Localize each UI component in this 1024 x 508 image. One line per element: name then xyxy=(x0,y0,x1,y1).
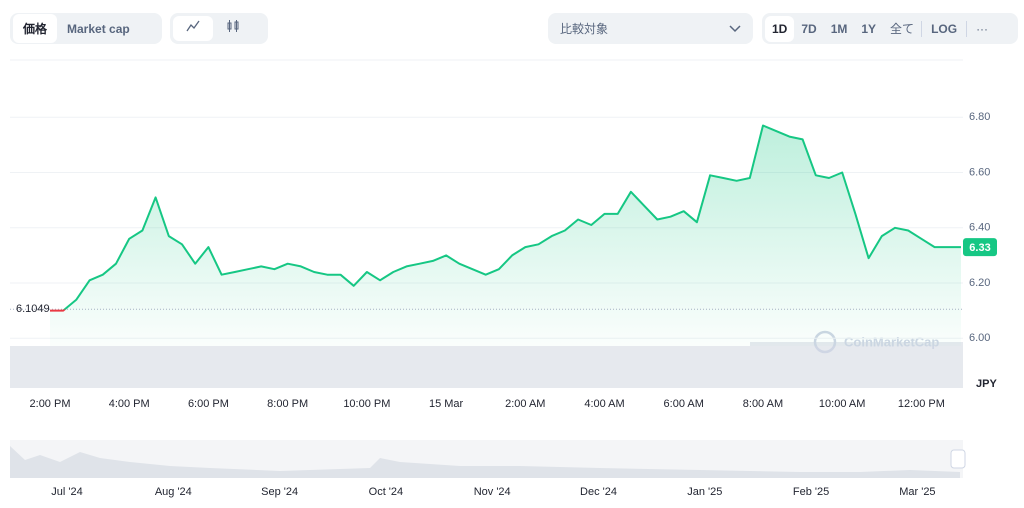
price-tag xyxy=(963,238,997,257)
x-tick-label: 6:00 AM xyxy=(664,398,704,410)
navigator-label: Dec '24 xyxy=(580,486,617,498)
x-tick-label: 8:00 AM xyxy=(743,398,783,410)
y-tick-label: 6.60 xyxy=(969,166,990,178)
navigator-label: Feb '25 xyxy=(793,486,829,498)
x-tick-label: 2:00 AM xyxy=(505,398,545,410)
navigator-label: Oct '24 xyxy=(369,486,404,498)
tab[interactable]: 価格 xyxy=(13,14,58,43)
range-button[interactable]: 1M xyxy=(830,21,848,36)
chevron-icon xyxy=(729,24,741,32)
y-tick-label: 6.00 xyxy=(969,332,990,344)
y-tick-label: 6.20 xyxy=(969,277,990,289)
price-tag-label: 6.33 xyxy=(969,242,990,254)
compare-label: 比較対象 xyxy=(560,22,609,36)
x-tick-label: 4:00 PM xyxy=(109,398,150,410)
navigator-label: Aug '24 xyxy=(155,486,192,498)
y-tick-label: 6.40 xyxy=(969,222,990,234)
range-button[interactable]: 全て xyxy=(890,22,915,36)
watermark-logo xyxy=(813,330,837,354)
navigator-handle[interactable] xyxy=(950,449,966,469)
range-group: 1D 7D 1M 1Y 全て LOG ··· xyxy=(762,13,1018,44)
reference-label: 6.1049 xyxy=(16,303,50,315)
x-tick-label: 10:00 PM xyxy=(343,398,390,410)
line xyxy=(50,124,961,312)
volume-band xyxy=(750,342,963,346)
compare-dropdown[interactable]: 比較対象 xyxy=(548,13,753,44)
navigator-label: Sep '24 xyxy=(261,486,298,498)
volume-band xyxy=(10,346,963,388)
tab[interactable]: Market cap xyxy=(67,21,130,36)
y-unit: JPY xyxy=(976,378,997,390)
x-tick-label: 2:00 PM xyxy=(30,398,71,410)
candle-icon xyxy=(227,20,239,32)
candle-style-button[interactable] xyxy=(213,16,253,41)
tab-group: 価格 Market cap xyxy=(10,13,162,44)
y-tick-label: 6.80 xyxy=(969,111,990,123)
navigator-label: Jul '24 xyxy=(51,486,82,498)
range-button[interactable]: 7D xyxy=(801,21,817,36)
chart-style-group xyxy=(170,13,268,44)
navigator-label: Jan '25 xyxy=(687,486,722,498)
navigator-label: Mar '25 xyxy=(899,486,935,498)
divider xyxy=(966,20,968,37)
navigator xyxy=(10,440,963,478)
range-button[interactable]: 1Y xyxy=(861,21,877,36)
x-tick-label: 10:00 AM xyxy=(819,398,865,410)
x-tick-label: 15 Mar xyxy=(429,398,464,410)
log-button[interactable]: LOG xyxy=(931,21,958,36)
line-area xyxy=(50,125,961,346)
navigator-area xyxy=(10,446,960,478)
x-tick-label: 4:00 AM xyxy=(584,398,624,410)
divider xyxy=(921,20,923,37)
line-icon xyxy=(186,20,200,32)
more-button[interactable]: ··· xyxy=(976,21,989,36)
navigator-label: Nov '24 xyxy=(474,486,511,498)
x-tick-label: 12:00 PM xyxy=(898,398,945,410)
watermark: CoinMarketCap xyxy=(813,330,939,354)
watermark-text: CoinMarketCap xyxy=(844,334,939,349)
line-style-button[interactable] xyxy=(173,16,213,41)
x-tick-label: 8:00 PM xyxy=(267,398,308,410)
x-tick-label: 6:00 PM xyxy=(188,398,229,410)
range-button[interactable]: 1D xyxy=(765,15,795,42)
